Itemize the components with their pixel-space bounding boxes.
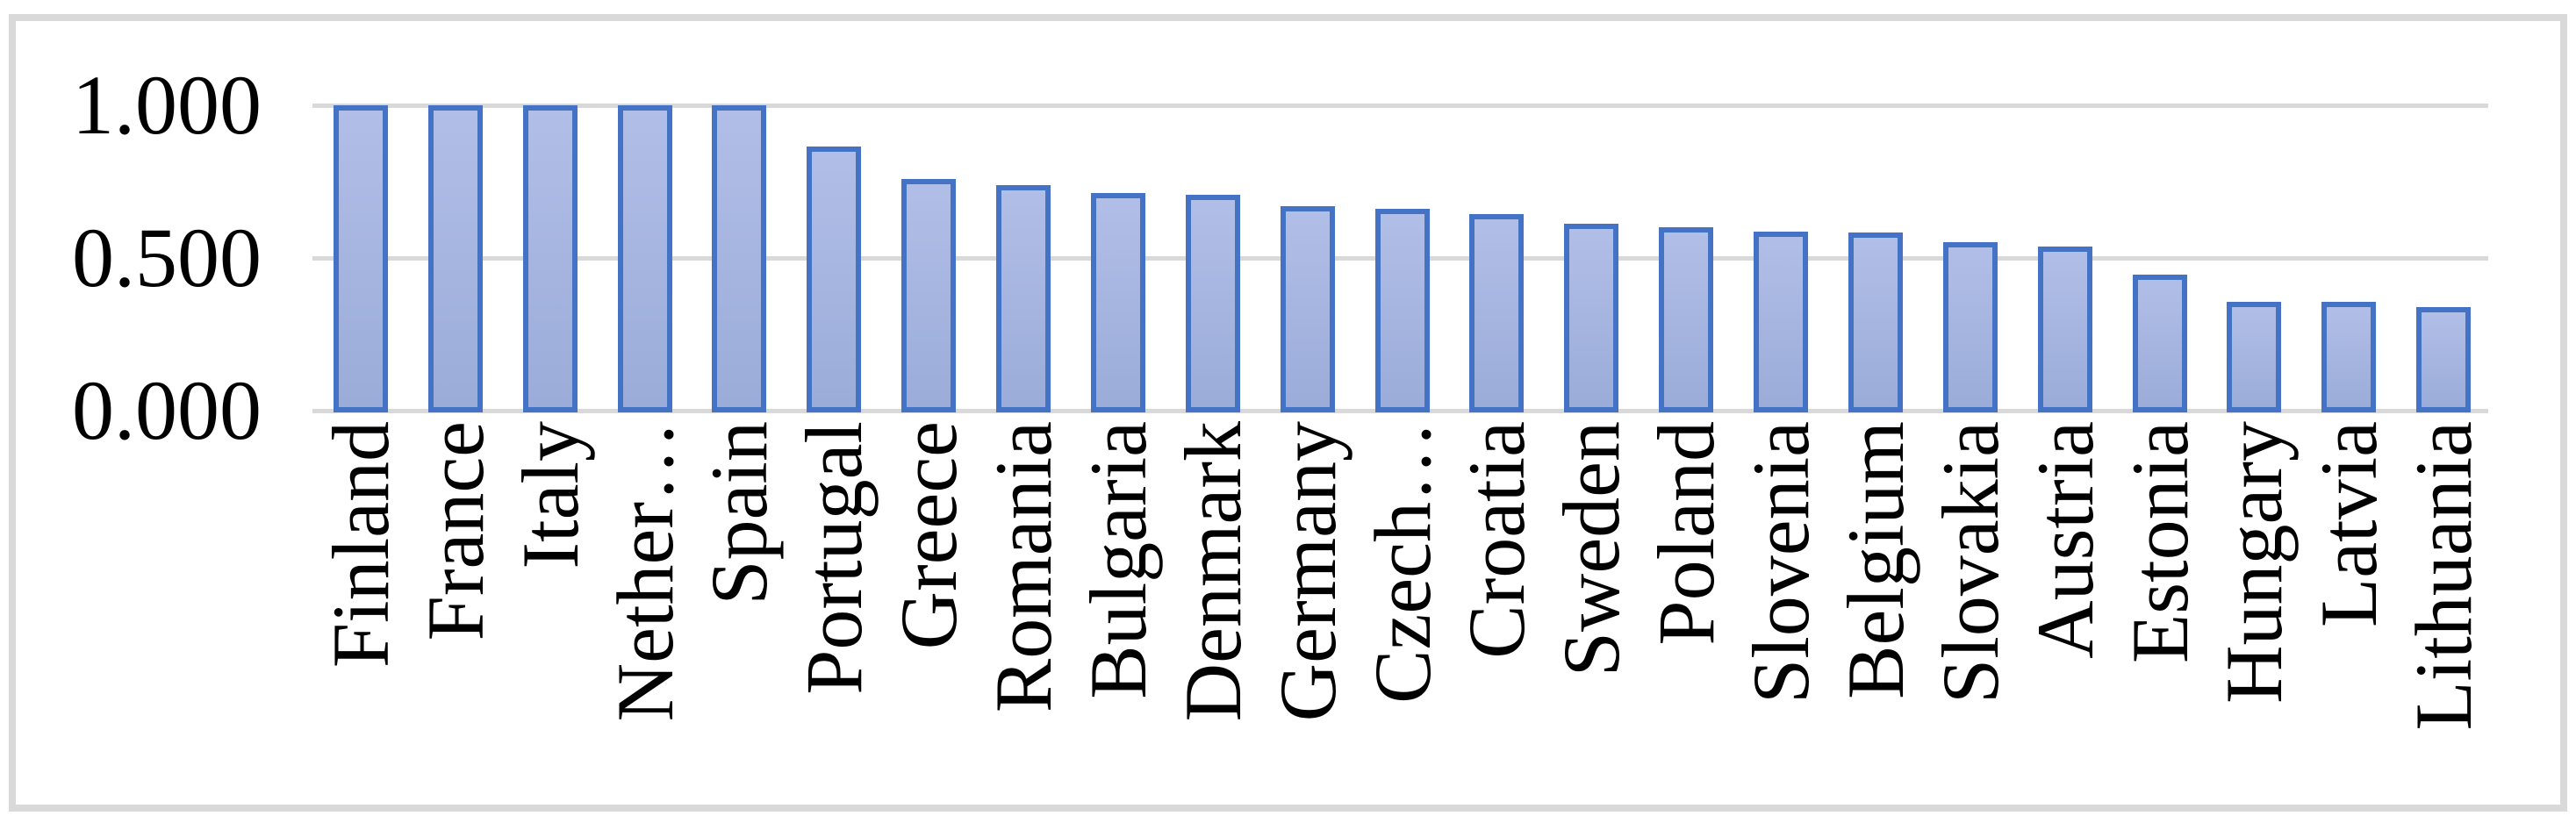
x-axis-category-label: Austria [2020, 421, 2110, 659]
bar-poland [1659, 227, 1713, 412]
x-axis-category-label: Hungary [2209, 421, 2299, 704]
bar-france [428, 105, 483, 412]
bar-spain [712, 105, 766, 412]
x-axis-category-label: Latvia [2304, 421, 2393, 627]
bar-austria [2038, 247, 2092, 412]
x-axis-category-label: Bulgaria [1073, 421, 1163, 699]
chart-frame: 1.000 0.500 0.000 Finland France Italy Nether… [9, 14, 2567, 812]
y-axis-tick-label: 0.000 [72, 363, 262, 457]
gridline-1.000 [312, 104, 2488, 108]
x-axis-category-label: Estonia [2115, 421, 2205, 663]
bar-sweden [1564, 224, 1618, 412]
bar-croatia [1469, 214, 1524, 412]
y-axis-tick-label: 1.000 [72, 58, 262, 152]
x-axis-category-label: Greece [884, 421, 973, 650]
y-axis-tick-label: 0.500 [72, 211, 262, 304]
x-axis-category-label: Czech… [1358, 421, 1447, 704]
bar-estonia [2133, 275, 2187, 412]
bar-germany [1281, 206, 1335, 412]
bar-czech [1375, 209, 1430, 412]
x-axis-category-label: Slovenia [1736, 421, 1826, 704]
x-axis-category-label: Poland [1641, 421, 1731, 646]
bar-romania [996, 185, 1051, 412]
bar-latvia [2321, 302, 2376, 412]
bar-slovenia [1754, 232, 1808, 412]
bar-greece [901, 179, 956, 412]
x-axis-category-label: Italy [506, 421, 595, 569]
x-axis-category-label: Spain [694, 421, 784, 605]
x-axis-category-label: Croatia [1452, 421, 1541, 659]
x-axis-category-label: France [411, 421, 500, 641]
bar-hungary [2227, 302, 2281, 412]
bar-denmark [1186, 195, 1240, 412]
x-axis-category-label: Denmark [1168, 421, 1258, 722]
bar-bulgaria [1091, 193, 1145, 412]
x-axis-category-label: Finland [316, 421, 405, 669]
x-axis-category-label: Germany [1263, 421, 1353, 722]
bar-belgium [1848, 233, 1903, 412]
bar-italy [523, 105, 578, 412]
bar-lithuania [2416, 307, 2471, 412]
x-axis-category-label: Lithuania [2399, 421, 2488, 731]
x-axis-category-label: Nether… [600, 421, 690, 722]
x-axis-category-label: Slovakia [1926, 421, 2015, 704]
bar-nether [618, 105, 672, 412]
x-axis-category-label: Romania [979, 421, 1068, 713]
x-axis-category-label: Portugal [789, 421, 879, 695]
bar-finland [334, 105, 388, 412]
x-axis-category-label: Sweden [1546, 421, 1636, 677]
bar-slovakia [1943, 242, 1998, 412]
x-axis-category-label: Belgium [1831, 421, 1920, 699]
bar-portugal [807, 147, 861, 412]
